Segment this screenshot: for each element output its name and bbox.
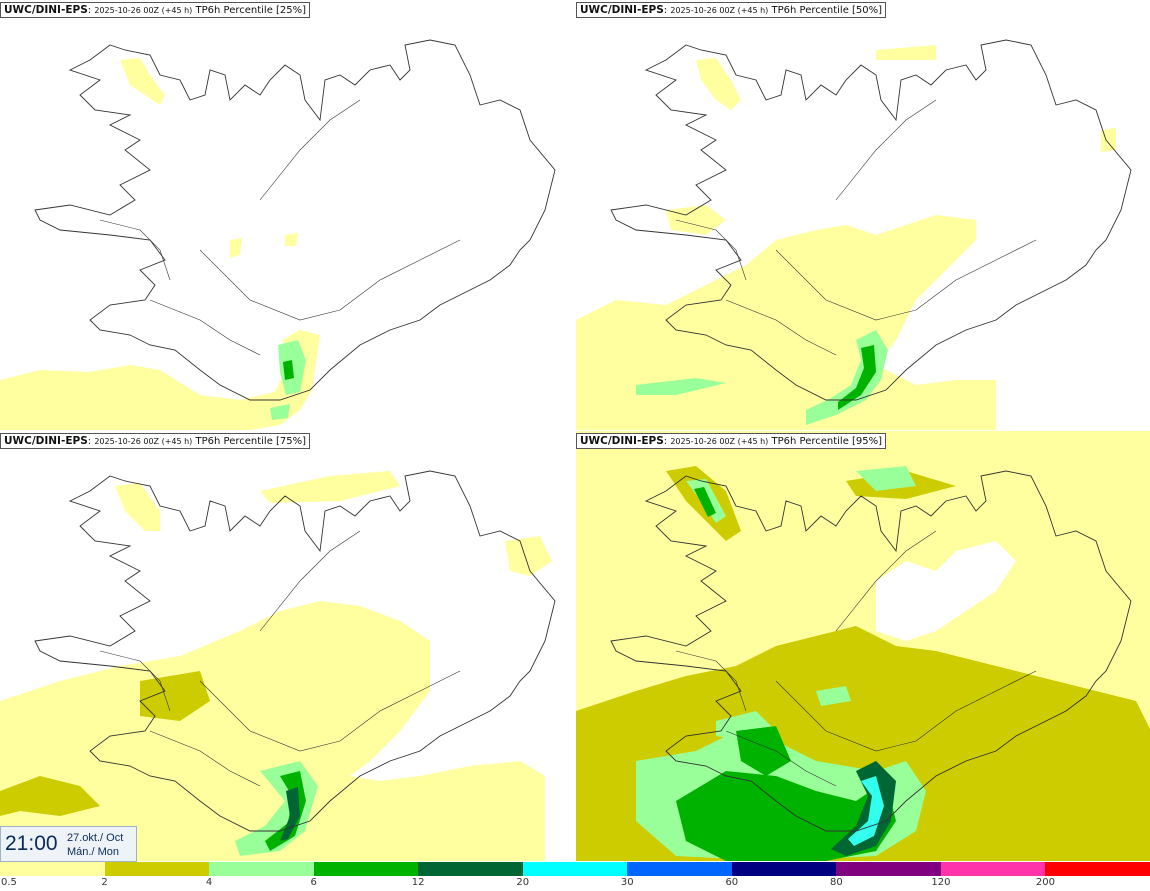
panel-title: UWC/DINI-EPS: 2025-10-26 00Z (+45 h) TP6… xyxy=(576,433,887,449)
run-info: 2025-10-26 00Z (+45 h) xyxy=(670,437,769,446)
coastline xyxy=(34,39,556,401)
coastline xyxy=(610,470,1132,832)
legend-label: 80 xyxy=(829,877,843,888)
legend-label: 20 xyxy=(516,877,530,888)
panel-title: UWC/DINI-EPS: 2025-10-26 00Z (+45 h) TP6… xyxy=(0,433,311,449)
panel-title: UWC/DINI-EPS: 2025-10-26 00Z (+45 h) TP6… xyxy=(0,2,311,18)
legend-swatch xyxy=(522,862,628,876)
run-info: 2025-10-26 00Z (+45 h) xyxy=(670,6,769,15)
precip-map-p75 xyxy=(0,470,556,861)
legend-label: 12 xyxy=(411,877,425,888)
valid-day-line: Mán./ Mon xyxy=(67,846,119,858)
legend-swatch xyxy=(940,862,1046,876)
precip-shading xyxy=(576,431,1150,861)
legend-swatch xyxy=(418,862,523,876)
legend-label: 120 xyxy=(931,877,951,888)
model-name: UWC/DINI-EPS xyxy=(580,4,664,16)
legend-swatch xyxy=(627,862,732,876)
legend-swatch xyxy=(313,862,419,876)
precip-shading xyxy=(576,45,1116,430)
run-info: 2025-10-26 00Z (+45 h) xyxy=(94,6,193,15)
legend-label: 0.5 xyxy=(1,877,17,888)
coastline xyxy=(34,470,556,832)
legend-label: 30 xyxy=(620,877,634,888)
legend-swatch xyxy=(1045,862,1150,876)
precip-shading xyxy=(0,58,320,430)
legend-swatch xyxy=(731,862,837,876)
product-name: TP6h Percentile [25%] xyxy=(195,5,307,16)
legend-colorbar xyxy=(0,862,1150,876)
valid-date-line: 27.okt./ Oct xyxy=(67,832,124,844)
model-name: UWC/DINI-EPS xyxy=(4,435,88,447)
legend-swatch xyxy=(104,862,210,876)
panel-title: UWC/DINI-EPS: 2025-10-26 00Z (+45 h) TP6… xyxy=(576,2,887,18)
valid-time: 21:00 xyxy=(5,832,58,855)
precip-shading xyxy=(0,471,552,861)
valid-time-box: 21:00 27.okt./ Oct Mán./ Mon xyxy=(0,826,137,862)
map-panel-p25: UWC/DINI-EPS: 2025-10-26 00Z (+45 h) TP6… xyxy=(0,0,575,430)
map-panel-p75: UWC/DINI-EPS: 2025-10-26 00Z (+45 h) TP6… xyxy=(0,431,575,861)
legend-label: 2 xyxy=(101,877,108,888)
color-legend: 0.5 2 4 6 12 20 30 60 80 120 200 xyxy=(0,862,1150,891)
legend-label: 6 xyxy=(310,877,317,888)
model-name: UWC/DINI-EPS xyxy=(580,435,664,447)
precip-map-p95 xyxy=(576,431,1150,861)
map-panel-p50: UWC/DINI-EPS: 2025-10-26 00Z (+45 h) TP6… xyxy=(576,0,1150,430)
legend-swatch xyxy=(209,862,314,876)
legend-label: 200 xyxy=(1035,877,1055,888)
valid-date: 27.okt./ Oct Mán./ Mon xyxy=(67,831,123,859)
legend-label: 4 xyxy=(205,877,213,888)
precip-map-p50 xyxy=(576,39,1132,430)
product-name: TP6h Percentile [50%] xyxy=(771,5,883,16)
legend-swatch xyxy=(836,862,941,876)
coastline xyxy=(610,39,1132,401)
run-info: 2025-10-26 00Z (+45 h) xyxy=(94,437,193,446)
precip-map-p25 xyxy=(0,39,556,430)
legend-swatch xyxy=(0,862,105,876)
product-name: TP6h Percentile [75%] xyxy=(195,436,307,447)
legend-label: 60 xyxy=(725,877,739,888)
model-name: UWC/DINI-EPS xyxy=(4,4,88,16)
product-name: TP6h Percentile [95%] xyxy=(771,436,883,447)
map-panel-p95: UWC/DINI-EPS: 2025-10-26 00Z (+45 h) TP6… xyxy=(576,431,1150,861)
